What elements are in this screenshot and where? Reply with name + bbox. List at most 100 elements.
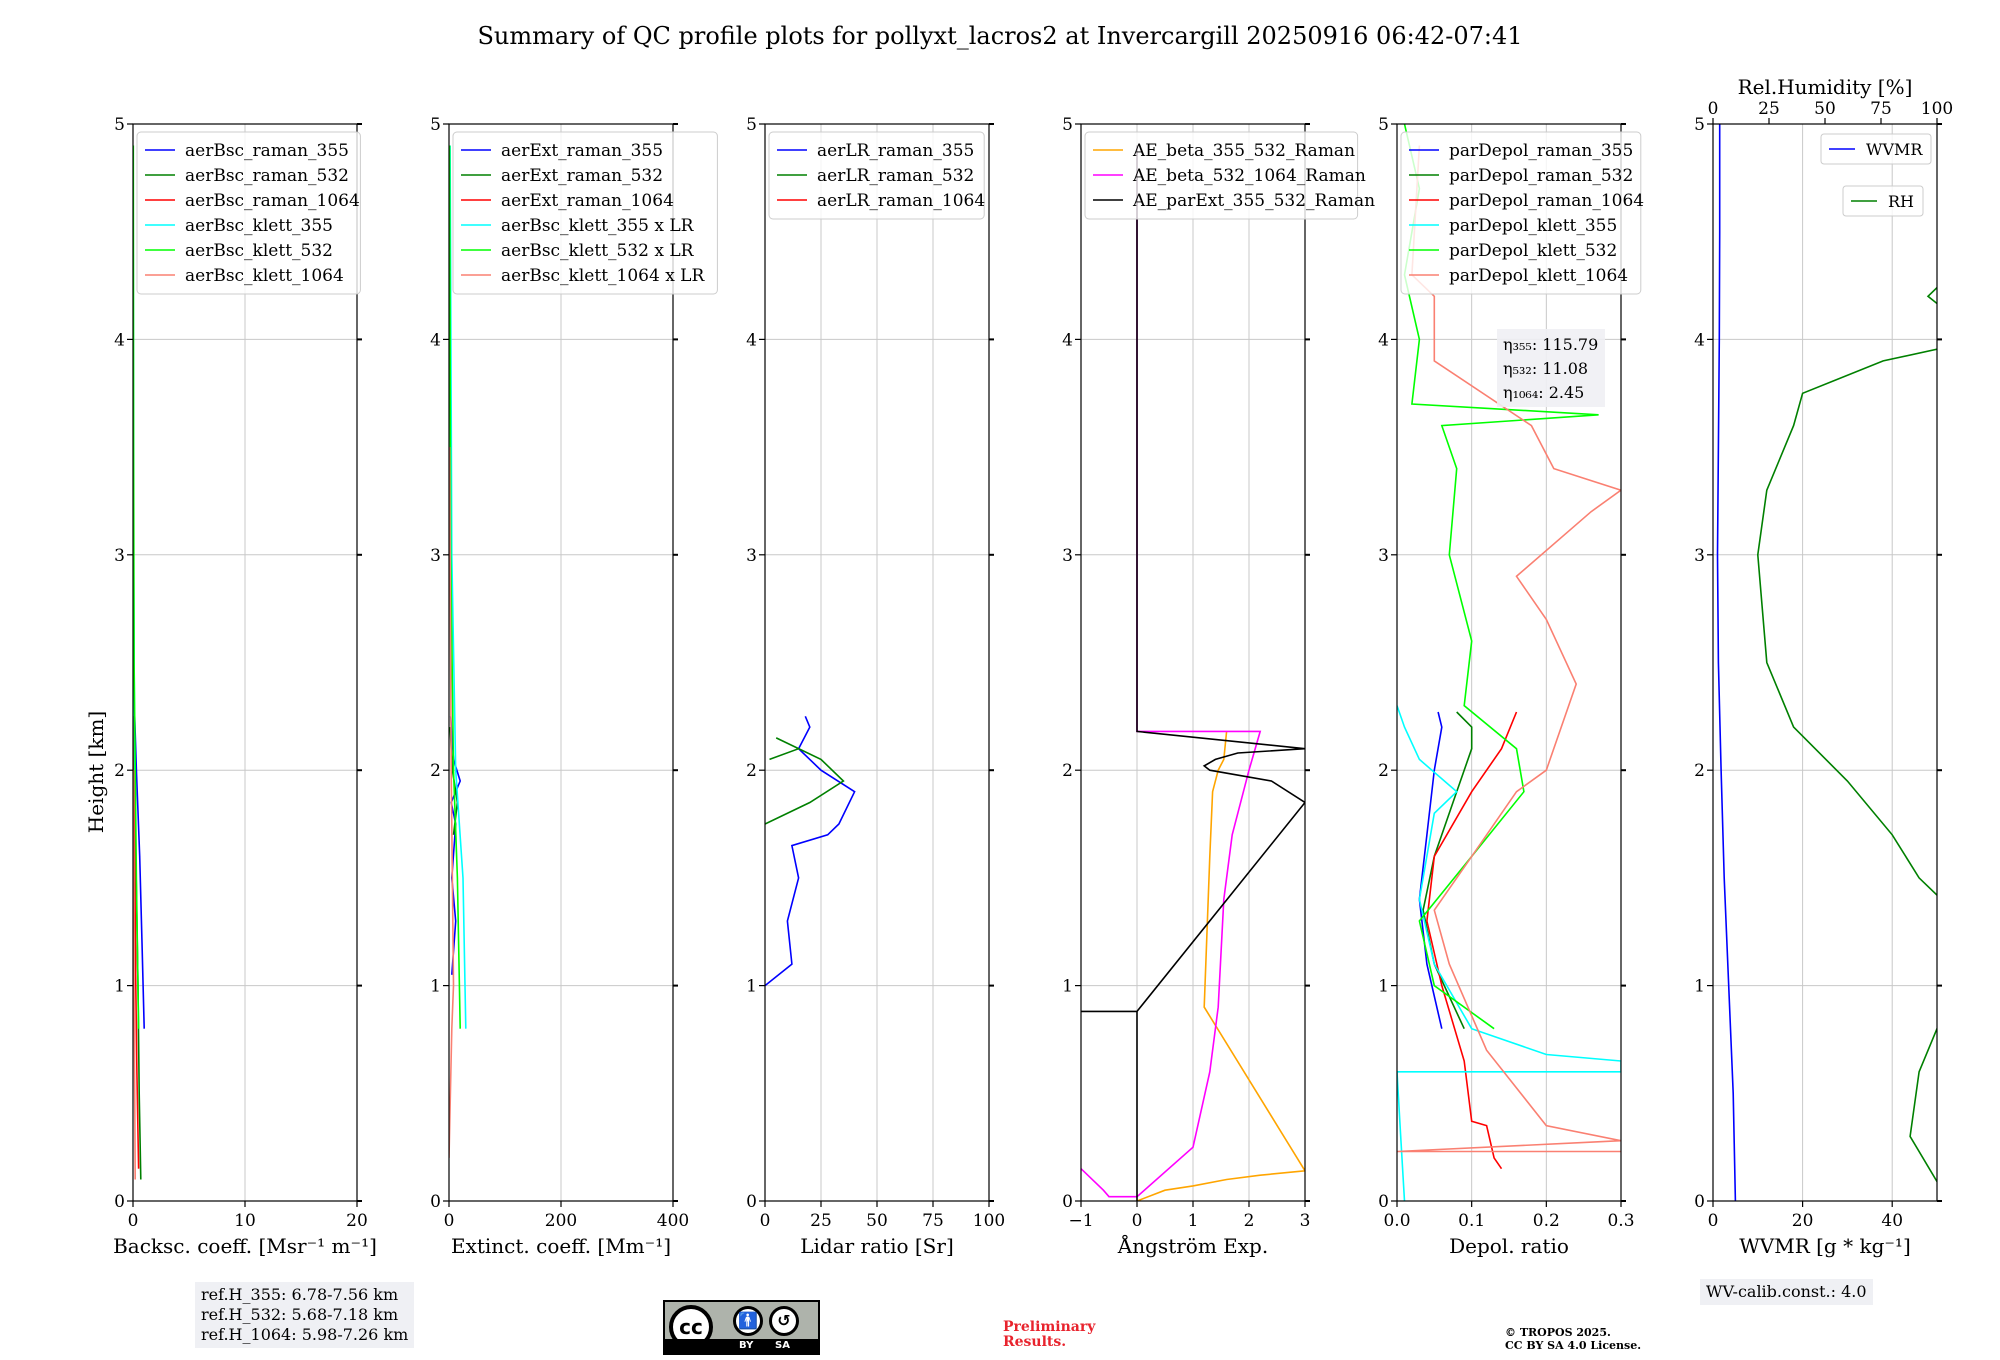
y-tick-label: 2: [1062, 761, 1073, 781]
legend-label: AE_beta_532_1064_Raman: [1132, 166, 1366, 186]
x-tick-label: 0.0: [1383, 1211, 1410, 1231]
x-tick-label: 1: [1188, 1211, 1199, 1231]
y-tick-label: 0: [430, 1192, 441, 1212]
top-x-tick-label: 100: [1921, 99, 1953, 119]
legend-label: parDepol_raman_532: [1449, 166, 1633, 186]
eta-annotation-line: η₃₅₅: 115.79: [1503, 335, 1598, 354]
y-tick-label: 5: [1378, 115, 1389, 135]
legend-label: aerBsc_raman_355: [185, 141, 349, 161]
y-tick-label: 3: [430, 546, 441, 566]
preliminary-line-2: Results.: [1003, 1334, 1067, 1350]
legend-box: [1820, 133, 1932, 165]
x-tick-label: 10: [234, 1211, 256, 1231]
x-tick-label: 2: [1244, 1211, 1255, 1231]
series-line-parDepol_raman_355: [1418, 711, 1443, 1029]
legend-label: parDepol_raman_1064: [1449, 191, 1644, 211]
legend-label: aerLR_raman_355: [817, 141, 974, 161]
legend-label: aerBsc_klett_532 x LR: [501, 241, 695, 261]
top-x-tick-label: 50: [1814, 99, 1836, 119]
panel-3: 0 25 50 75 100 0 1 2 3 4 5 Lidar ratio [Sr] aerLR_ra…: [746, 115, 1005, 1258]
preliminary-line-1: Preliminary: [1003, 1319, 1096, 1335]
y-tick-label: 1: [430, 977, 441, 997]
y-tick-label: 5: [114, 115, 125, 135]
x-axis-label: Backsc. coeff. [Msr⁻¹ m⁻¹]: [113, 1234, 377, 1258]
y-tick-label: 2: [430, 761, 441, 781]
top-x-tick-label: 75: [1870, 99, 1892, 119]
y-tick-label: 3: [1694, 546, 1705, 566]
y-tick-label: 2: [746, 761, 757, 781]
legend-label: AE_parExt_355_532_Raman: [1132, 191, 1375, 211]
x-tick-label: 0: [760, 1211, 771, 1231]
y-tick-label: 4: [1378, 330, 1389, 350]
figure-title: Summary of QC profile plots for pollyxt_…: [477, 22, 1522, 50]
legend-label: AE_beta_355_532_Raman: [1132, 141, 1355, 161]
axes-frame: [1396, 123, 1622, 1202]
legend-label: WVMR: [1866, 140, 1923, 159]
series-line-aerBsc_klett_1064: [133, 770, 136, 1180]
legend-label: aerExt_raman_532: [501, 166, 663, 186]
panel-2: 0 200 400 0 1 2 3 4 5 Extinct. coeff. [Mm⁻¹] aerEx…: [430, 115, 718, 1258]
legend-label: aerBsc_klett_355: [185, 216, 333, 236]
series-line-AE_beta_355_532_Raman: [1136, 731, 1305, 1201]
y-tick-label: 4: [430, 330, 441, 350]
y-tick-label: 1: [114, 977, 125, 997]
panel-1: 0 10 20 0 1 2 3 4 5 Backsc. coeff. [Msr⁻¹ m⁻¹] aer…: [113, 115, 377, 1258]
series-line-RH: [1756, 286, 1937, 1184]
y-tick-label: 4: [1062, 330, 1073, 350]
x-tick-label: 200: [545, 1211, 577, 1231]
series-line-aerBsc_klett_532 x LR: [449, 145, 461, 1029]
y-tick-label: 1: [1062, 977, 1073, 997]
y-tick-label: 4: [1694, 330, 1705, 350]
legend-label: aerBsc_klett_1064 x LR: [501, 266, 705, 286]
y-tick-label: 3: [1378, 546, 1389, 566]
ref-height-1064: ref.H_1064: 5.98-7.26 km: [201, 1325, 409, 1344]
x-axis-label: WVMR [g * kg⁻¹]: [1739, 1234, 1911, 1258]
x-tick-label: 0: [128, 1211, 139, 1231]
y-tick-label: 4: [114, 330, 125, 350]
x-axis-label: Extinct. coeff. [Mm⁻¹]: [451, 1234, 671, 1258]
y-tick-label: 4: [746, 330, 757, 350]
legend-label: aerLR_raman_1064: [817, 191, 985, 211]
y-tick-label: 0: [1378, 1192, 1389, 1212]
legend-label: parDepol_klett_532: [1449, 241, 1617, 261]
y-tick-label: 5: [1694, 115, 1705, 135]
copyright-line-2: CC BY SA 4.0 License.: [1505, 1339, 1642, 1352]
preliminary-note: Preliminary Results.: [1003, 1320, 1095, 1350]
series-line-aerLR_raman_532: [765, 737, 845, 825]
series-line-aerBsc_klett_355 x LR: [449, 145, 467, 1029]
x-tick-label: 20: [346, 1211, 368, 1231]
legend-label: aerExt_raman_355: [501, 141, 663, 161]
copyright-note: © TROPOS 2025. CC BY SA 4.0 License.: [1505, 1326, 1641, 1352]
y-tick-label: 0: [1694, 1192, 1705, 1212]
legend-box: [1400, 131, 1642, 295]
series-line-AE_beta_532_1064_Raman: [1081, 145, 1262, 1198]
series-line-parDepol_klett_355: [1397, 705, 1621, 1201]
series-line-AE_parExt_355_532_Raman: [1081, 145, 1305, 1201]
series-line-parDepol_klett_1064: [1397, 145, 1621, 1153]
sa-share-icon: ↺: [769, 1306, 799, 1336]
series-line-parDepol_raman_1064: [1426, 711, 1518, 1170]
x-tick-label: 40: [1881, 1211, 1903, 1231]
copyright-line-1: © TROPOS 2025.: [1505, 1326, 1611, 1339]
y-tick-label: 2: [114, 761, 125, 781]
legend-label: RH: [1888, 192, 1914, 211]
axes-frame: [1712, 123, 1938, 1202]
series-line-parDepol_klett_532: [1403, 124, 1599, 1030]
y-axis-label: Height [km]: [84, 711, 108, 833]
cc-badge-bar: [665, 1339, 818, 1353]
y-tick-label: 5: [1062, 115, 1073, 135]
x-tick-label: 0: [444, 1211, 455, 1231]
legend-label: parDepol_klett_355: [1449, 216, 1617, 236]
x-tick-label: 100: [973, 1211, 1005, 1231]
wv-calib-box: WV-calib.const.: 4.0: [1700, 1279, 1873, 1305]
legend-label: aerBsc_klett_532: [185, 241, 333, 261]
x-tick-label: 20: [1792, 1211, 1814, 1231]
x-tick-label: 0: [1132, 1211, 1143, 1231]
x-axis-label: Depol. ratio: [1449, 1234, 1569, 1258]
x-tick-label: 3: [1300, 1211, 1311, 1231]
y-tick-label: 5: [746, 115, 757, 135]
panel-6: 0 20 40 0 1 2 3 4 5 WVMR [g * kg⁻¹] 0 25 50 75 100 Rel.…: [1694, 75, 1953, 1258]
legend-label: aerBsc_raman_1064: [185, 191, 360, 211]
